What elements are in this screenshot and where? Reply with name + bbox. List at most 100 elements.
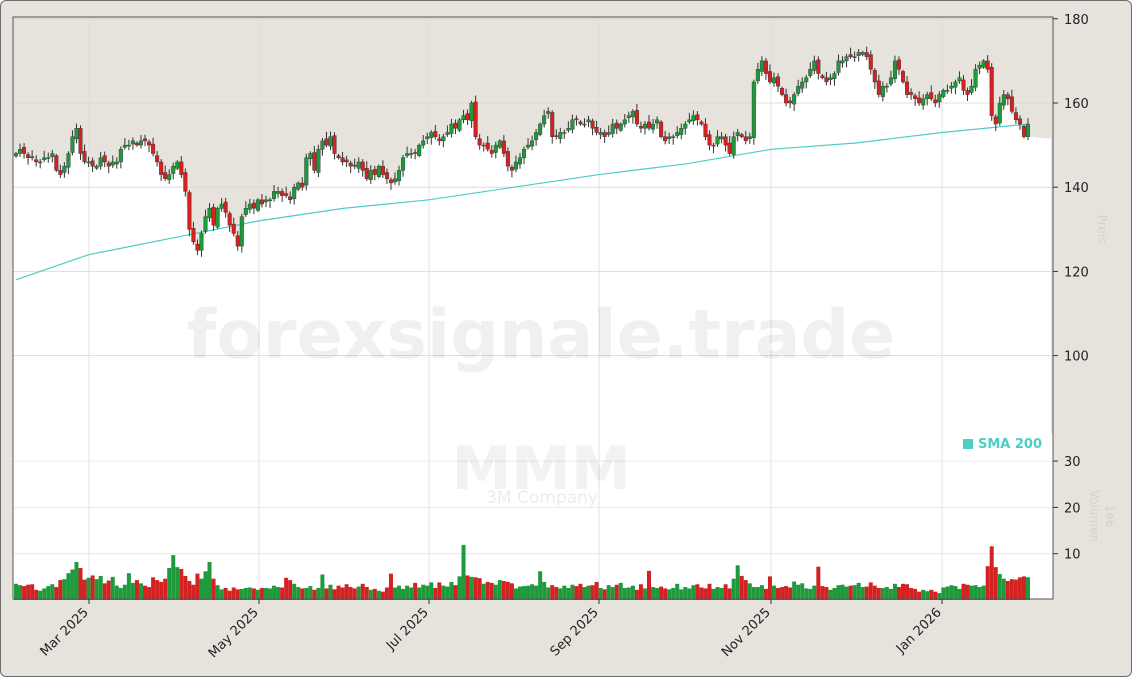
candle-body [513, 161, 518, 170]
candle-body [868, 54, 873, 70]
candle [751, 79, 756, 145]
volume-bar [630, 585, 635, 600]
volume-bar [578, 583, 583, 600]
candle-body [913, 95, 918, 99]
volume-bar [759, 585, 764, 600]
volume-bar [647, 570, 652, 600]
price-tick-label: 180 [1064, 13, 1089, 28]
candle-body [546, 111, 551, 114]
candle-body [808, 69, 813, 76]
volume-bar [118, 587, 123, 600]
candle [574, 115, 579, 126]
volume-bar [546, 587, 551, 600]
candle-body [235, 235, 240, 247]
volume-bar [824, 587, 829, 600]
candle-body [82, 151, 87, 163]
volume-bar [921, 589, 926, 600]
candle [933, 94, 938, 108]
volume-bar [804, 588, 809, 600]
volume-bar [272, 585, 277, 600]
candle-body [852, 56, 857, 58]
candle-body [981, 60, 986, 68]
candle [655, 116, 660, 129]
candle [183, 168, 188, 197]
candle [614, 119, 619, 135]
candle [98, 151, 103, 170]
candle [824, 71, 829, 86]
candle [767, 64, 772, 85]
volume-bar [134, 580, 139, 600]
candle-body [259, 199, 264, 205]
candle-body [70, 136, 75, 153]
candle [397, 165, 402, 186]
volume-bar [634, 589, 639, 600]
volume-bar [215, 585, 220, 600]
candle [659, 120, 664, 139]
volume-bar [380, 591, 385, 600]
volume-bar [913, 588, 918, 600]
volume-bar [348, 587, 353, 600]
candle [130, 137, 135, 150]
candle [997, 96, 1002, 126]
volume-bar [864, 586, 869, 600]
candle-body [384, 172, 389, 179]
candle [546, 107, 551, 119]
candle-body [433, 131, 438, 137]
candle [368, 165, 373, 184]
candle [292, 183, 297, 205]
candle [191, 221, 196, 245]
candle-body [687, 119, 692, 123]
candle-body [735, 132, 740, 136]
volume-bar [655, 587, 660, 600]
volume-bar [711, 588, 716, 600]
volume-bar [276, 587, 281, 600]
volume-bar [905, 584, 910, 600]
plot-border [12, 16, 1054, 600]
candle [602, 129, 607, 144]
candle-body [312, 152, 317, 171]
candle-body [304, 157, 309, 186]
volume-bar [26, 584, 31, 600]
candle [348, 160, 353, 174]
volume-bar [977, 587, 982, 600]
candle [993, 114, 998, 132]
candle [94, 164, 99, 170]
volume-bar [767, 576, 772, 600]
candle [316, 144, 321, 178]
volume-bar [485, 581, 490, 600]
candle-body [239, 216, 244, 247]
candle [953, 79, 958, 95]
candle-body [614, 122, 619, 129]
candle-body [114, 161, 119, 165]
candle-body [759, 60, 764, 72]
candle [513, 155, 518, 173]
candle [913, 93, 918, 106]
volume-bar [417, 587, 422, 600]
volume-bar [288, 580, 293, 600]
candle [223, 197, 228, 218]
volume-bar [247, 587, 252, 600]
candle-body [276, 191, 281, 194]
candle [312, 146, 317, 174]
candle-body [651, 123, 656, 130]
candle [376, 164, 381, 179]
volume-bar [376, 590, 381, 600]
candle [820, 73, 825, 80]
candle [163, 165, 168, 182]
volume-bar [542, 581, 547, 600]
candle-body [1017, 118, 1022, 125]
candle-body [227, 213, 232, 226]
candle [723, 133, 728, 152]
candle [276, 186, 281, 199]
candle [590, 118, 595, 136]
volume-bar [683, 587, 688, 600]
volume-bar [836, 585, 841, 600]
candle-body [626, 115, 631, 118]
candle-body [630, 111, 635, 117]
candle-body [727, 142, 732, 154]
candle [860, 50, 865, 57]
candle-body [655, 119, 660, 124]
candle-body [892, 60, 897, 79]
candle [1013, 107, 1018, 124]
volume-bar [993, 567, 998, 600]
